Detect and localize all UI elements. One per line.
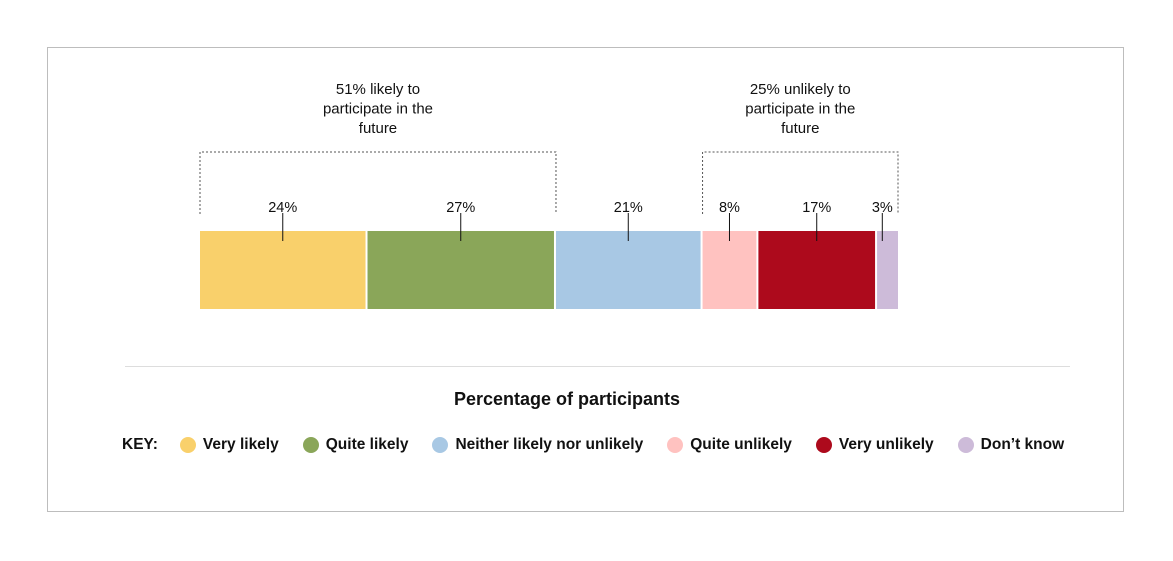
value-label-2: 21%	[614, 200, 643, 216]
bar-segment-4	[758, 231, 876, 309]
legend-swatch	[667, 437, 684, 453]
legend-item-label: Don’t know	[980, 436, 1065, 453]
legend: KEY: Very likely Quite likely Neither like…	[122, 435, 1064, 455]
legend-label: KEY:	[122, 436, 158, 453]
annotation-text-1: 25% unlikely to participate in the future	[745, 81, 855, 137]
annotation-line: future	[359, 120, 397, 137]
legend-item: Very unlikely	[815, 436, 934, 454]
bar-group	[200, 231, 898, 309]
legend-item: Quite unlikely	[667, 436, 792, 454]
bar-segment-1	[367, 231, 554, 309]
annotation-line: 51% likely to	[336, 81, 420, 98]
legend-item: Don’t know	[957, 436, 1065, 454]
annotation-bracket-1	[702, 151, 899, 214]
legend-swatch	[432, 437, 449, 453]
chart-frame	[47, 47, 1124, 512]
bar-segment-0	[200, 231, 366, 309]
divider-line	[125, 366, 1070, 367]
legend-item-label: Neither likely nor unlikely	[455, 436, 644, 453]
annotation-line: future	[781, 120, 819, 137]
legend-item-label: Very likely	[202, 436, 279, 453]
annotation-line: participate in the	[323, 101, 433, 118]
legend-swatch	[302, 437, 319, 453]
legend-item: Neither likely nor unlikely	[432, 436, 643, 454]
legend-item-label: Quite likely	[325, 436, 409, 453]
legend-item-label: Quite unlikely	[690, 436, 792, 453]
bar-segment-3	[702, 231, 757, 309]
legend-swatch	[815, 437, 832, 453]
legend-swatch	[179, 437, 196, 453]
value-label-group: 24% 27% 21% 8% 17% 3%	[268, 200, 893, 241]
legend-item: Very likely	[179, 436, 279, 454]
annotation-line: 25% unlikely to	[750, 81, 851, 98]
legend-item: Quite likely	[302, 436, 409, 454]
annotation-group: 51% likely to participate in the future25%…	[199, 81, 899, 214]
bar-segment-2	[555, 231, 701, 309]
bar-segment-5	[877, 231, 898, 309]
value-label-4: 17%	[802, 200, 831, 216]
value-label-1: 27%	[446, 200, 475, 216]
value-label-0: 24%	[268, 200, 297, 216]
value-label-3: 8%	[719, 200, 740, 216]
annotation-text-0: 51% likely to participate in the future	[323, 81, 433, 137]
annotation-line: participate in the	[745, 101, 855, 118]
legend-swatch	[957, 437, 974, 453]
axis-title: Percentage of participants	[453, 389, 681, 409]
legend-item-label: Very unlikely	[838, 436, 934, 453]
value-label-5: 3%	[872, 200, 893, 216]
annotation-bracket-0	[199, 151, 557, 214]
